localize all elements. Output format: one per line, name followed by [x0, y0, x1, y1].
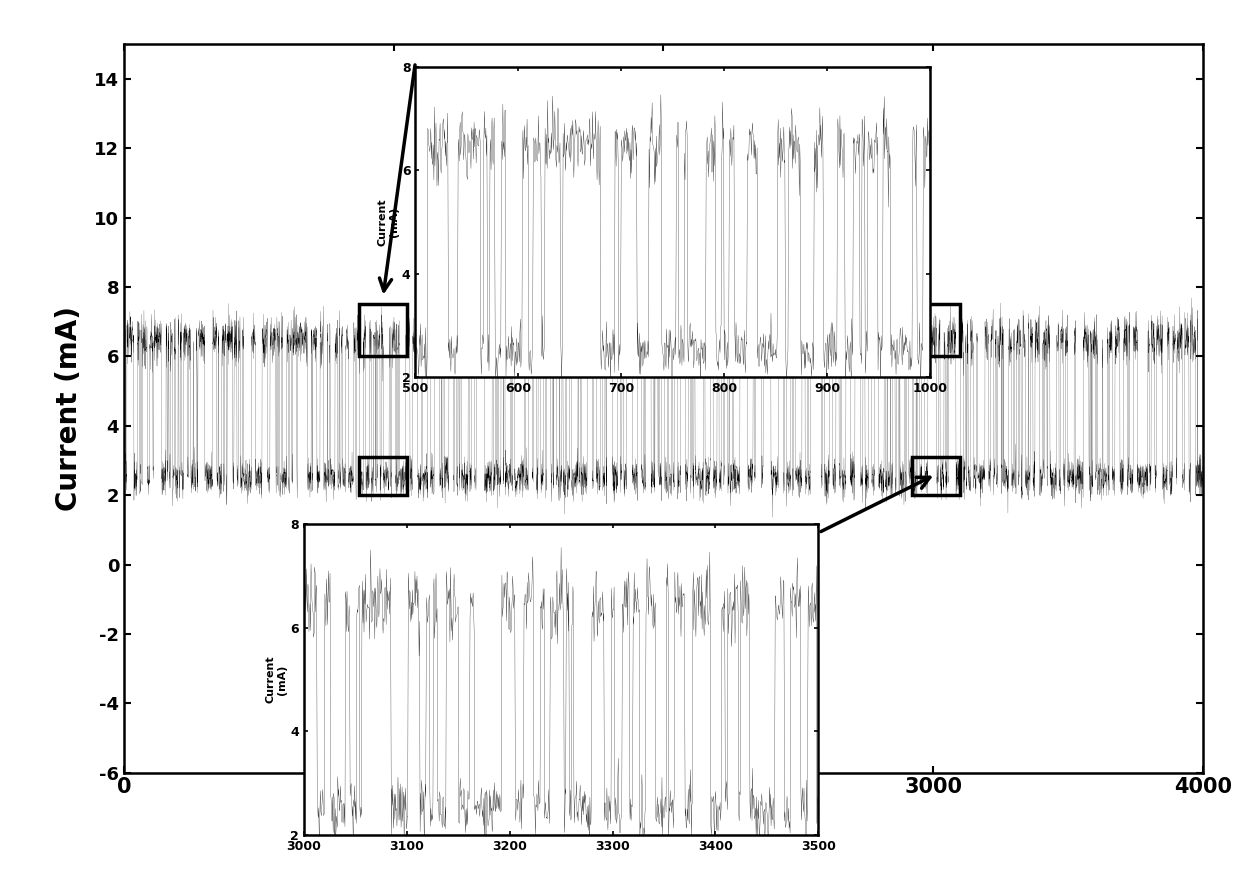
Bar — [358, 305, 407, 356]
Bar — [911, 305, 960, 356]
X-axis label: Time (s): Time (s) — [599, 809, 728, 836]
Bar — [358, 457, 407, 496]
Y-axis label: Current
(mA): Current (mA) — [265, 655, 288, 703]
Y-axis label: Current (mA): Current (mA) — [55, 306, 83, 511]
Y-axis label: Current
(mA): Current (mA) — [377, 198, 399, 246]
Bar — [911, 457, 960, 496]
